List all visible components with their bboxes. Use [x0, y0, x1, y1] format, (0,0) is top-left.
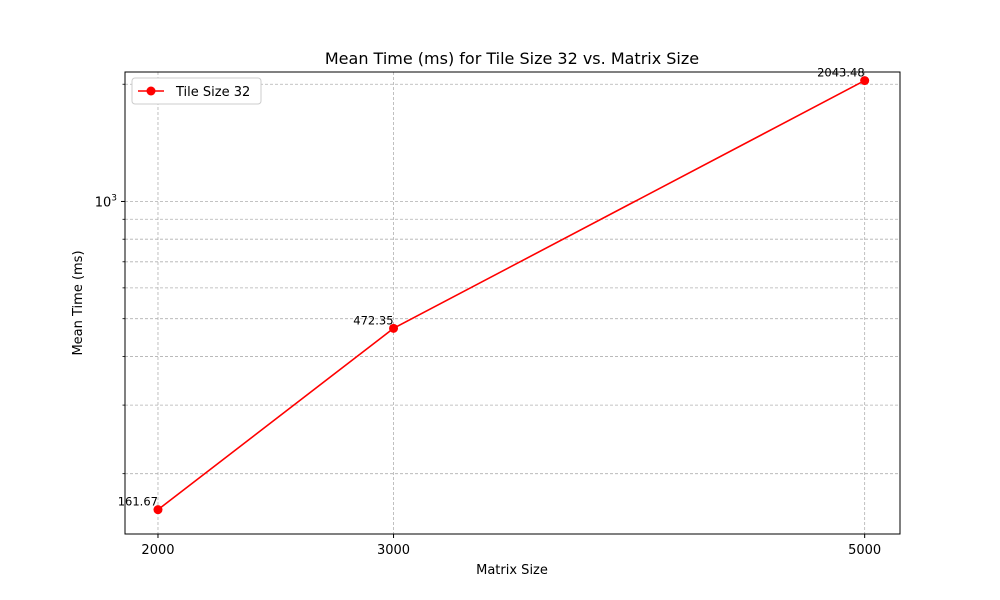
legend: Tile Size 32 — [131, 77, 262, 105]
grid-lines — [125, 72, 900, 534]
x-tick-label: 5000 — [848, 543, 881, 558]
x-tick-label: 2000 — [141, 543, 174, 558]
legend-box — [131, 77, 262, 105]
chart-title: Mean Time (ms) for Tile Size 32 vs. Matr… — [325, 49, 699, 68]
data-label: 161.67 — [118, 495, 158, 509]
data-point — [389, 323, 399, 333]
x-axis: 2000 3000 5000 — [141, 534, 881, 558]
series-layer: 161.67 472.35 2043.48 — [118, 66, 870, 515]
legend-entry-label: Tile Size 32 — [175, 85, 250, 100]
data-label: 2043.48 — [817, 66, 865, 80]
plot-area-frame — [124, 71, 901, 535]
legend-marker-swatch — [146, 86, 156, 96]
data-point — [153, 505, 163, 515]
data-label: 472.35 — [353, 313, 393, 327]
y-axis: 103 — [95, 83, 125, 475]
data-point — [860, 76, 870, 86]
x-tick-label: 3000 — [377, 543, 410, 558]
y-tick-label: 103 — [95, 193, 117, 210]
y-axis-label: Mean Time (ms) — [71, 250, 86, 355]
x-axis-label: Matrix Size — [476, 563, 548, 578]
